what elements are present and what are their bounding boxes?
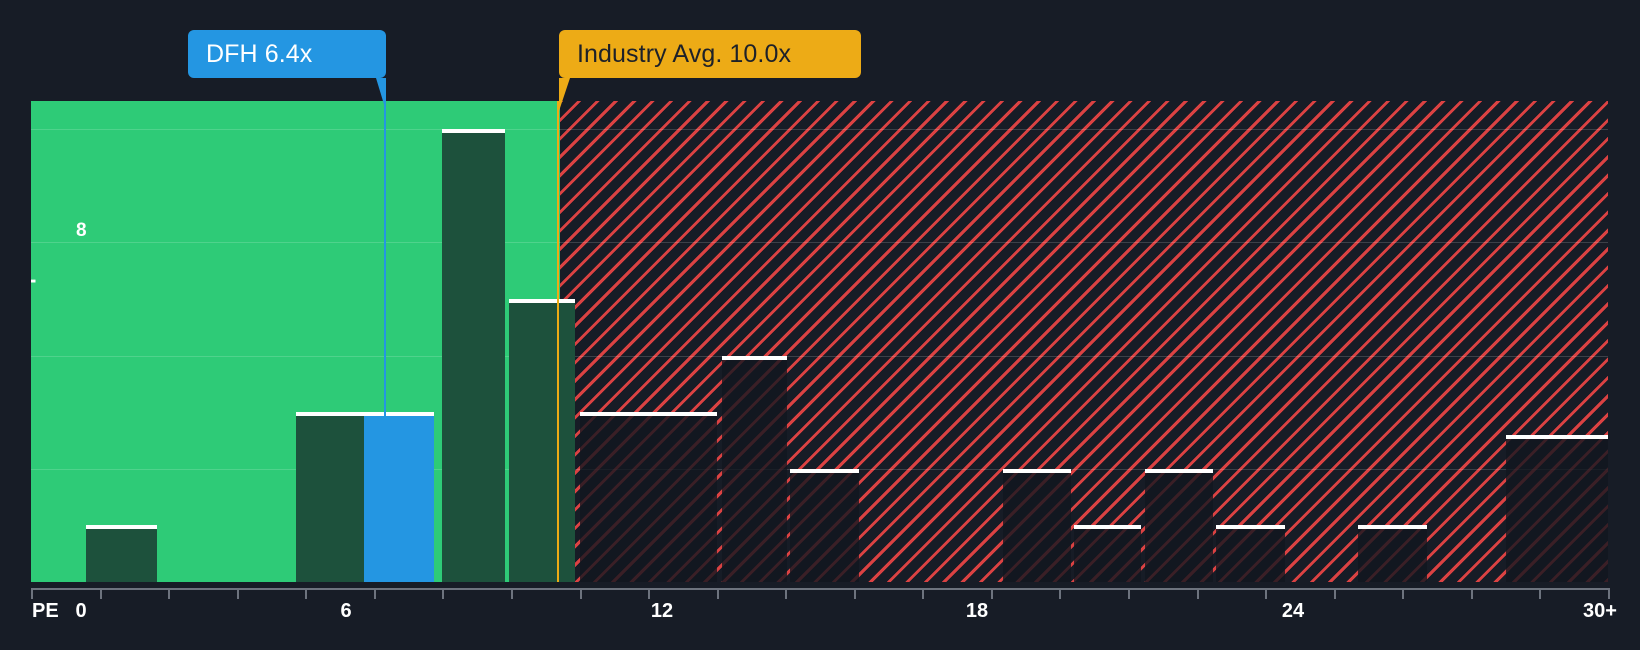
bar[interactable] <box>86 525 157 582</box>
plot-area: 8 No. of Companies <box>31 101 1608 582</box>
bar[interactable] <box>1358 525 1427 582</box>
x-axis-name: PE <box>32 600 59 622</box>
bar-body <box>647 416 717 582</box>
bar-body <box>442 133 505 582</box>
bar-top-cap <box>364 412 434 417</box>
x-axis-line <box>31 588 1608 590</box>
x-axis-tick <box>991 588 993 599</box>
bar[interactable] <box>580 412 647 582</box>
bar-top-cap <box>442 129 505 134</box>
x-axis-tick <box>922 588 924 599</box>
x-axis-tick <box>1197 588 1199 599</box>
bar-top-cap <box>1003 468 1071 473</box>
x-axis-label-30+: 30+ <box>1583 600 1617 622</box>
x-axis-label-6: 6 <box>340 600 352 622</box>
bar-top-cap <box>647 412 717 417</box>
x-axis-tick <box>442 588 444 599</box>
gridline-8 <box>31 129 1608 130</box>
bar[interactable] <box>1506 434 1608 582</box>
bar[interactable] <box>509 299 575 582</box>
bar-top-cap <box>509 299 575 304</box>
x-axis-tick <box>100 588 102 599</box>
bar-top-cap <box>296 412 364 417</box>
industry-marker-line <box>557 101 559 582</box>
bar-top-cap <box>722 355 787 360</box>
x-axis-tick <box>31 588 33 599</box>
bar-body <box>86 529 157 582</box>
bar-body <box>1506 438 1608 582</box>
bar[interactable] <box>647 412 717 582</box>
y-axis-tick-label: 8 <box>76 220 87 241</box>
x-axis-tick <box>1334 588 1336 599</box>
bar-company-highlight[interactable] <box>364 412 434 582</box>
bar[interactable] <box>442 129 505 582</box>
bar-body <box>1074 529 1141 582</box>
industry-average-label: Industry Avg. 10.0x <box>577 39 792 68</box>
bar-body <box>1003 472 1071 582</box>
x-axis-tick <box>1059 588 1061 599</box>
x-axis-tick <box>717 588 719 599</box>
gridline-4 <box>31 356 1608 357</box>
x-axis-tick <box>1128 588 1130 599</box>
callout-tail-icon <box>559 78 570 111</box>
bar-body <box>509 303 575 582</box>
bar[interactable] <box>296 412 364 582</box>
bar-body <box>296 416 364 582</box>
x-axis-tick <box>305 588 307 599</box>
zone-expensive <box>560 101 1608 582</box>
x-axis-tick <box>1471 588 1473 599</box>
x-axis-tick <box>648 588 650 599</box>
company-marker-callout[interactable]: DFH 6.4x <box>188 30 386 111</box>
bar-top-cap <box>580 412 647 417</box>
x-axis-tick <box>1265 588 1267 599</box>
x-axis-tick <box>511 588 513 599</box>
bar-top-cap <box>1216 525 1285 530</box>
bar-top-cap <box>790 468 859 473</box>
x-axis-tick <box>1402 588 1404 599</box>
x-axis-tick <box>854 588 856 599</box>
x-axis-label-12: 12 <box>650 600 674 622</box>
bar-body <box>1358 529 1427 582</box>
bar-top-cap <box>1358 525 1427 530</box>
industry-average-callout[interactable]: Industry Avg. 10.0x <box>559 30 861 111</box>
gridline-6 <box>31 242 1608 243</box>
company-marker-line <box>384 101 386 582</box>
x-axis-label-0: 0 <box>75 600 87 622</box>
callout-tail-icon <box>376 78 386 111</box>
bar[interactable] <box>1145 468 1213 582</box>
bar-top-cap <box>1074 525 1141 530</box>
x-axis-tick <box>1539 588 1541 599</box>
bar-body <box>790 472 859 582</box>
bar[interactable] <box>790 468 859 582</box>
bar[interactable] <box>1216 525 1285 582</box>
bar-body <box>1216 529 1285 582</box>
bar-body <box>722 359 787 582</box>
bar-top-cap <box>1506 434 1608 439</box>
x-axis-tick <box>374 588 376 599</box>
x-axis-label-24: 24 <box>1281 600 1305 622</box>
bar[interactable] <box>1074 525 1141 582</box>
bar-body <box>580 416 647 582</box>
bar-body <box>364 416 434 582</box>
bar[interactable] <box>1003 468 1071 582</box>
y-axis-title: No. of Companies <box>31 217 36 396</box>
bar[interactable] <box>722 355 787 582</box>
company-marker-label: DFH 6.4x <box>206 39 313 68</box>
x-axis-tick <box>1608 588 1610 599</box>
bar-top-cap <box>1145 468 1213 473</box>
x-axis-label-18: 18 <box>965 600 989 622</box>
x-axis-tick <box>580 588 582 599</box>
bar-body <box>1145 472 1213 582</box>
x-axis-tick <box>785 588 787 599</box>
x-axis-tick <box>168 588 170 599</box>
x-axis-tick <box>237 588 239 599</box>
bar-top-cap <box>86 525 157 530</box>
